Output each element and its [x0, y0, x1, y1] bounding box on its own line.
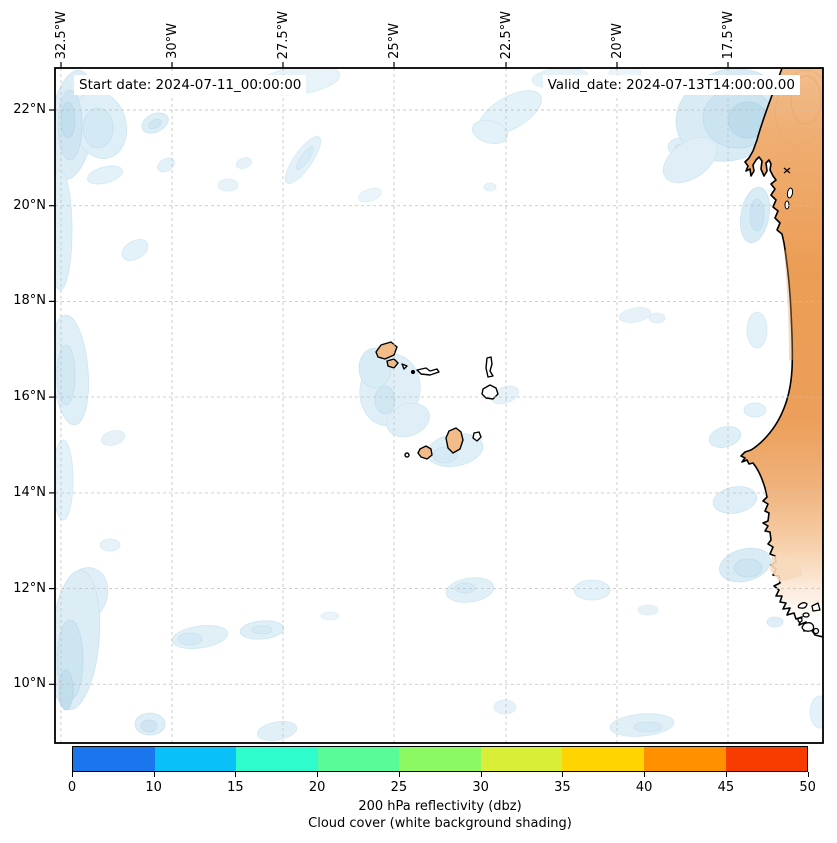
cape-verde-islands	[375, 341, 499, 460]
colorbar-tick-label: 40	[635, 780, 653, 795]
colorbar-tick	[317, 772, 319, 777]
colorbar-tick	[398, 772, 400, 777]
colorbar-tick-label: 35	[554, 780, 571, 795]
colorbar-segment	[73, 747, 155, 771]
gridlines	[55, 68, 823, 743]
colorbar-tick-label: 0	[67, 780, 77, 795]
colorbar-tick-label: 15	[227, 780, 244, 795]
island-sao-nicolau	[416, 367, 440, 376]
x-tick-label: 22.5°W	[498, 10, 514, 59]
colorbar-tick-label: 25	[390, 780, 408, 795]
colorbar-segment	[317, 747, 400, 771]
island-fogo	[417, 445, 433, 460]
colorbar-segment	[399, 747, 481, 771]
colorbar-tick	[562, 772, 564, 777]
y-tick-label: 10°N	[13, 676, 46, 691]
y-tick-label: 14°N	[13, 485, 46, 500]
axes-ticks	[49, 62, 729, 685]
x-tick-label: 30°W	[164, 23, 180, 59]
colorbar-segment	[236, 747, 318, 771]
colorbar-tick	[480, 772, 482, 777]
x-tick-label-wrap: 32.5°W	[51, 0, 71, 59]
colorbar-tick-label: 10	[145, 780, 162, 795]
island-sao-vicente	[386, 358, 399, 369]
colorbar-tick-label: 50	[799, 780, 816, 795]
colorbar-segment	[154, 747, 237, 771]
colorbar-caption-line1: 200 hPa reflectivity (dbz)	[358, 799, 522, 814]
y-tick-label: 18°N	[13, 293, 46, 308]
x-tick-label-wrap: 17.5°W	[718, 0, 738, 59]
island-maio	[472, 431, 482, 442]
y-tick-label: 20°N	[13, 198, 46, 213]
colorbar-tick	[644, 772, 646, 777]
y-tick-label: 16°N	[13, 389, 46, 404]
island-santiago	[445, 427, 464, 454]
colorbar-tick-label: 30	[472, 780, 489, 795]
colorbar-tick-label: 45	[717, 780, 735, 795]
colorbar-segment	[643, 747, 726, 771]
colorbar-segment	[480, 747, 563, 771]
x-tick-label: 25°W	[386, 23, 402, 59]
x-tick-label-wrap: 30°W	[162, 0, 182, 59]
island-santa-luzia	[401, 363, 408, 370]
y-tick-label: 22°N	[13, 102, 46, 117]
x-tick-label-wrap: 27.5°W	[273, 0, 293, 59]
start-date-annotation: Start date: 2024-07-11_00:00:00	[74, 75, 307, 95]
island-brava	[404, 452, 410, 458]
colorbar-caption-line2: Cloud cover (white background shading)	[308, 816, 572, 831]
colorbar-tick	[235, 772, 237, 777]
colorbar-segment	[562, 747, 644, 771]
x-tick-label: 32.5°W	[53, 10, 69, 59]
valid-date-annotation: Valid_date: 2024-07-13T14:00:00.00	[542, 75, 800, 95]
x-tick-label-wrap: 25°W	[384, 0, 404, 59]
colorbar-segment	[725, 747, 808, 771]
x-tick-label: 17.5°W	[720, 10, 736, 59]
island-sal	[485, 356, 494, 378]
bijagos-islands	[797, 602, 821, 635]
map-frame	[54, 67, 824, 744]
colorbar-tick	[72, 772, 73, 777]
islet-dot	[410, 369, 416, 375]
island-santo-antao	[375, 341, 398, 360]
x-tick-label: 27.5°W	[275, 10, 291, 59]
colorbar-tick	[153, 772, 155, 777]
x-tick-label: 20°W	[609, 23, 625, 59]
colorbar-tick-label: 20	[308, 780, 326, 795]
colorbar-track	[72, 746, 808, 772]
y-tick-label: 12°N	[13, 581, 46, 596]
x-tick-label-wrap: 22.5°W	[496, 0, 516, 59]
africa-landmass	[740, 68, 823, 638]
island-boavista	[481, 384, 499, 400]
x-tick-label-wrap: 20°W	[607, 0, 627, 59]
colorbar-tick	[725, 772, 727, 777]
colorbar-tick	[807, 772, 809, 777]
